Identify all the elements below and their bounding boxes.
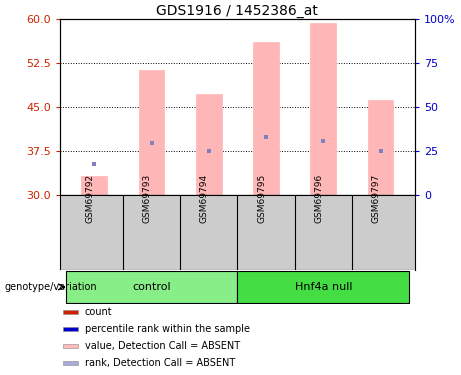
- Bar: [196, 94, 222, 195]
- Text: genotype/variation: genotype/variation: [5, 282, 97, 292]
- Text: GSM69795: GSM69795: [257, 174, 266, 223]
- Point: [205, 148, 213, 154]
- Bar: [65, 271, 237, 303]
- Text: GSM69794: GSM69794: [200, 174, 209, 223]
- Title: GDS1916 / 1452386_at: GDS1916 / 1452386_at: [156, 4, 319, 18]
- Text: control: control: [132, 282, 171, 292]
- Text: GSM69796: GSM69796: [314, 174, 323, 223]
- Bar: [237, 271, 409, 303]
- Text: rank, Detection Call = ABSENT: rank, Detection Call = ABSENT: [85, 358, 235, 368]
- Bar: [64, 327, 77, 331]
- Bar: [64, 344, 77, 348]
- Bar: [82, 176, 107, 195]
- Point: [377, 148, 384, 154]
- Bar: [310, 24, 336, 195]
- Text: Hnf4a null: Hnf4a null: [295, 282, 352, 292]
- Text: GSM69792: GSM69792: [85, 174, 95, 223]
- Bar: [368, 100, 393, 195]
- Bar: [64, 361, 77, 364]
- Bar: [139, 70, 165, 195]
- Bar: [64, 310, 77, 314]
- Text: count: count: [85, 307, 112, 317]
- Text: value, Detection Call = ABSENT: value, Detection Call = ABSENT: [85, 341, 240, 351]
- Point: [262, 134, 270, 140]
- Text: GSM69797: GSM69797: [372, 174, 380, 223]
- Text: percentile rank within the sample: percentile rank within the sample: [85, 324, 250, 334]
- Point: [319, 138, 327, 144]
- Text: GSM69793: GSM69793: [142, 174, 152, 223]
- Point: [148, 140, 155, 146]
- Bar: [253, 42, 279, 195]
- Point: [91, 162, 98, 168]
